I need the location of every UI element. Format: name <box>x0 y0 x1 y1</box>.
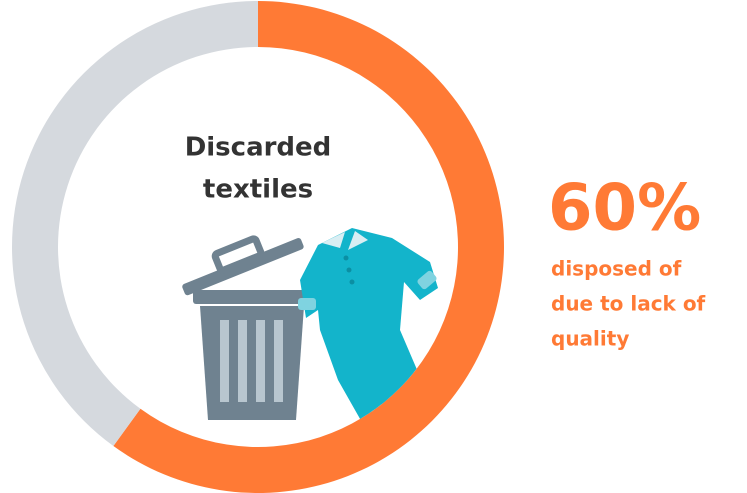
value-label: 60% <box>548 172 701 246</box>
donut <box>12 1 504 493</box>
donut-segment <box>12 1 258 447</box>
annotation: quality <box>551 327 629 351</box>
donut-segment <box>113 1 504 493</box>
annotation: due to lack of <box>551 292 706 316</box>
annotation: disposed of <box>551 257 682 281</box>
center-title: textiles <box>203 175 313 205</box>
center-title: Discarded <box>185 133 332 163</box>
